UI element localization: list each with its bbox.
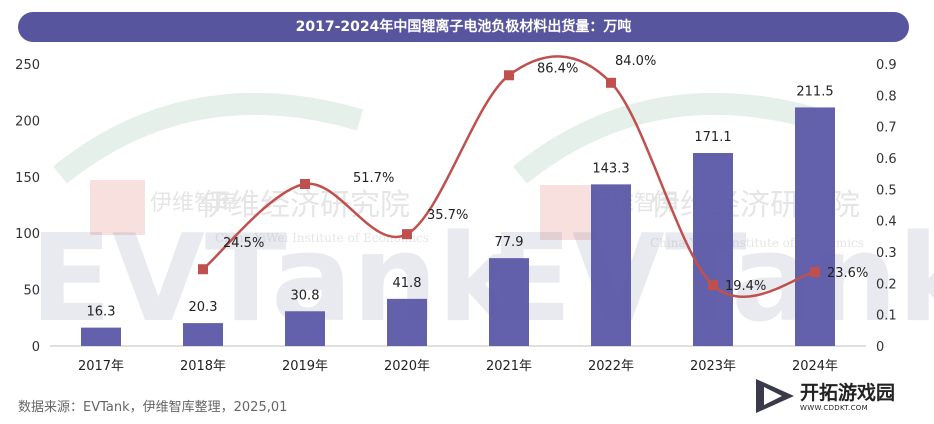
x-tick-label: 2024年 — [792, 359, 838, 374]
bar — [591, 184, 631, 346]
bar — [693, 152, 733, 346]
logo-text: 开拓游戏园 — [800, 382, 896, 404]
growth-label: 86.4% — [537, 61, 578, 76]
y-right-tick-label: 0 — [876, 340, 884, 355]
growth-label: 19.4% — [725, 279, 766, 294]
bar-value-label: 16.3 — [87, 305, 116, 320]
growth-label: 35.7% — [427, 208, 468, 223]
logo-url: WWW.CDDKT.COM — [800, 404, 868, 412]
bar-value-label: 143.3 — [592, 161, 629, 176]
x-tick-label: 2017年 — [78, 359, 124, 374]
chart-title: 2017-2024年中国锂离子电池负极材料出货量：万吨 — [18, 12, 909, 42]
x-tick-label: 2018年 — [180, 359, 226, 374]
bar-value-label: 171.1 — [694, 130, 731, 145]
growth-label: 84.0% — [615, 54, 656, 69]
bar-value-label: 211.5 — [796, 84, 833, 99]
y-right-tick-label: 0.7 — [876, 121, 897, 136]
y-left-tick-label: 200 — [15, 114, 40, 129]
y-right-tick-label: 0.1 — [876, 309, 897, 324]
y-right-tick-label: 0.2 — [876, 277, 897, 292]
bar — [387, 298, 427, 346]
bar — [489, 258, 529, 346]
growth-label: 23.6% — [827, 266, 868, 281]
bar — [285, 311, 325, 346]
y-right-tick-label: 0.8 — [876, 89, 897, 104]
bar-value-label: 77.9 — [495, 235, 524, 250]
y-left-tick-label: 100 — [15, 227, 40, 242]
growth-marker — [504, 70, 514, 81]
x-tick-label: 2020年 — [384, 359, 430, 374]
bar-value-label: 20.3 — [189, 300, 218, 315]
site-logo — [752, 373, 922, 419]
y-left-tick-label: 0 — [32, 340, 40, 355]
growth-marker — [300, 179, 310, 190]
data-source: 数据来源：EVTank，伊维智库整理，2025,01 — [18, 400, 288, 415]
bar — [183, 323, 223, 346]
bar — [81, 327, 121, 346]
growth-marker — [708, 280, 718, 291]
bar-value-label: 41.8 — [393, 276, 422, 291]
x-tick-label: 2023年 — [690, 359, 736, 374]
y-left-tick-label: 50 — [23, 284, 40, 299]
growth-marker — [810, 267, 820, 278]
y-right-tick-label: 0.9 — [876, 58, 897, 73]
x-tick-label: 2019年 — [282, 359, 328, 374]
bar-value-label: 30.8 — [291, 288, 320, 303]
growth-label: 51.7% — [353, 171, 394, 186]
y-left-tick-label: 150 — [15, 171, 40, 186]
growth-marker — [198, 264, 208, 275]
x-tick-label: 2021年 — [486, 359, 532, 374]
y-right-tick-label: 0.3 — [876, 246, 897, 261]
growth-marker — [402, 229, 412, 240]
y-right-tick-label: 0.6 — [876, 152, 897, 167]
y-right-tick-label: 0.4 — [876, 215, 897, 230]
growth-label: 24.5% — [223, 236, 264, 251]
growth-marker — [606, 77, 616, 88]
x-tick-label: 2022年 — [588, 359, 634, 374]
y-left-tick-label: 250 — [15, 58, 40, 73]
y-right-tick-label: 0.5 — [876, 183, 897, 198]
bar — [795, 107, 835, 346]
